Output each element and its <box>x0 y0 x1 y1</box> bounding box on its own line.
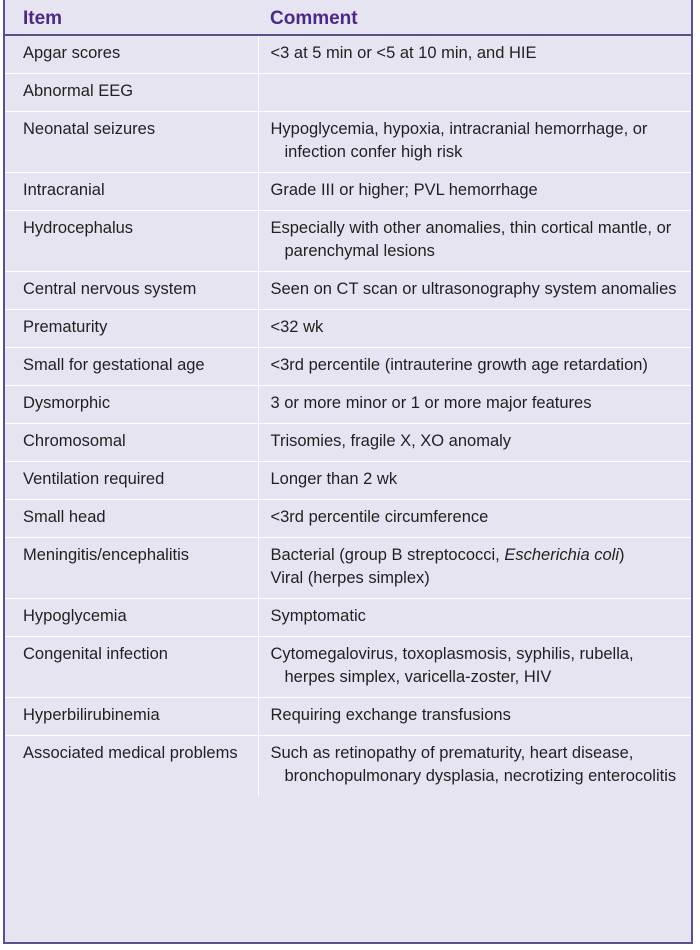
row-comment: Longer than 2 wk <box>270 470 398 488</box>
row-item: Neonatal seizures <box>23 120 156 138</box>
table-row: Congenital infection Cytomegalovirus, to… <box>5 636 691 698</box>
row-comment-italic: Escherichia coli <box>504 546 619 564</box>
row-comment-part: Bacterial (group B streptococci, <box>270 546 505 564</box>
header-item: Item <box>5 0 258 36</box>
table-row: Hyperbilirubinemia Requiring exchange tr… <box>5 697 691 736</box>
row-item: Central nervous system <box>23 280 197 298</box>
row-item: Chromosomal <box>23 432 126 450</box>
row-comment: Grade III or higher; PVL hemorrhage <box>270 181 538 199</box>
row-item: Small head <box>23 508 106 526</box>
row-item: Associated medical problems <box>23 744 238 762</box>
table-row: Associated medical problems Such as reti… <box>5 735 691 796</box>
table-row: Neonatal seizures Hypoglycemia, hypoxia,… <box>5 111 691 173</box>
row-comment: <32 wk <box>270 318 324 336</box>
row-comment: <3rd percentile circumference <box>270 508 489 526</box>
row-item: Apgar scores <box>23 44 121 62</box>
header-comment: Comment <box>258 0 691 36</box>
table-row: Dysmorphic 3 or more minor or 1 or more … <box>5 385 691 424</box>
row-comment: Trisomies, fragile X, XO anomaly <box>270 432 512 450</box>
row-item: Intracranial <box>23 181 105 199</box>
row-comment: Bacterial (group B streptococci, Escheri… <box>271 544 688 567</box>
table-row: Ventilation required Longer than 2 wk <box>5 461 691 500</box>
row-item: Hypoglycemia <box>23 607 127 625</box>
table-row: Abnormal EEG <box>5 73 691 112</box>
table-row: Hypoglycemia Symptomatic <box>5 598 691 637</box>
table-row: Apgar scores <3 at 5 min or <5 at 10 min… <box>5 35 691 74</box>
table-row: Central nervous system Seen on CT scan o… <box>5 271 691 310</box>
table-row: Meningitis/encephalitis Bacterial (group… <box>5 537 691 599</box>
row-comment: <3rd percentile (intrauterine growth age… <box>270 356 648 374</box>
row-comment: Especially with other anomalies, thin co… <box>270 219 672 260</box>
table-row: Hydrocephalus Especially with other anom… <box>5 210 691 272</box>
row-item: Dysmorphic <box>23 394 111 412</box>
row-item: Hydrocephalus <box>23 219 134 237</box>
row-comment: Cytomegalovirus, toxoplasmosis, syphilis… <box>270 645 634 686</box>
row-item: Abnormal EEG <box>23 82 134 100</box>
table-row: Prematurity <32 wk <box>5 309 691 348</box>
row-comment: Such as retinopathy of prematurity, hear… <box>270 744 677 785</box>
row-comment-part: ) <box>619 546 625 564</box>
row-item: Hyperbilirubinemia <box>23 706 160 724</box>
row-comment-line2: Viral (herpes simplex) <box>270 569 430 587</box>
row-item: Prematurity <box>23 318 108 336</box>
row-item: Ventilation required <box>23 470 165 488</box>
table-row: Small head <3rd percentile circumference <box>5 499 691 538</box>
row-comment: Symptomatic <box>270 607 366 625</box>
row-comment: 3 or more minor or 1 or more major featu… <box>270 394 592 412</box>
table-row: Chromosomal Trisomies, fragile X, XO ano… <box>5 423 691 462</box>
table-row: Intracranial Grade III or higher; PVL he… <box>5 172 691 211</box>
row-item: Small for gestational age <box>23 356 205 374</box>
row-comment: Requiring exchange transfusions <box>270 706 511 724</box>
row-comment: <3 at 5 min or <5 at 10 min, and HIE <box>270 44 537 62</box>
table: Item Comment Apgar scores <3 at 5 min or… <box>5 0 691 796</box>
row-comment: Seen on CT scan or ultrasonography syste… <box>270 280 677 298</box>
table-row: Small for gestational age <3rd percentil… <box>5 347 691 386</box>
row-item: Meningitis/encephalitis <box>23 546 190 564</box>
header-row: Item Comment <box>5 0 691 36</box>
risk-factor-table: Item Comment Apgar scores <3 at 5 min or… <box>3 0 693 944</box>
row-item: Congenital infection <box>23 645 168 663</box>
row-comment: Hypoglycemia, hypoxia, intracranial hemo… <box>270 120 648 161</box>
